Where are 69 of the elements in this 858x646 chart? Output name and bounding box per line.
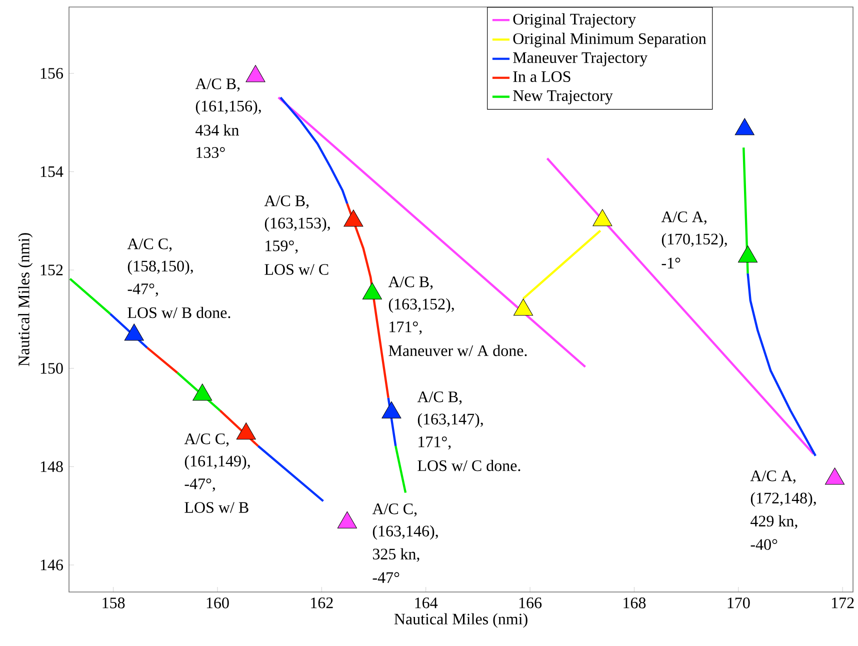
annotation: A/C B, — [388, 276, 433, 290]
annotation: (170,152), — [662, 233, 727, 248]
point — [344, 210, 364, 227]
annotation: -47°, — [184, 478, 215, 492]
legend-label: Original Minimum Separation — [513, 32, 706, 48]
annotation: (163,153), — [264, 217, 330, 232]
annotation: 434 kn — [196, 124, 239, 136]
annotation: 429 kn, — [750, 515, 798, 529]
legend-label: Maneuver Trajectory — [513, 52, 648, 66]
annotation: 171°, — [418, 436, 451, 450]
annotation: A/C A, — [750, 470, 796, 484]
y-tick-label: 156 — [40, 68, 63, 79]
y-tick-label: 146 — [40, 560, 63, 570]
annotation: 133° — [196, 147, 225, 158]
y-tick-label: 154 — [40, 166, 64, 178]
annotation: A/C C, — [127, 238, 172, 252]
annotation: Maneuver w/ A done. — [388, 344, 527, 356]
x-tick-label: 158 — [102, 598, 125, 608]
point — [738, 245, 758, 262]
x-tick-label: 164 — [415, 598, 438, 608]
point — [592, 209, 612, 226]
annotation: A/C B, — [264, 195, 309, 209]
annotation: 159°, — [266, 240, 298, 254]
annotation: A/C B, — [195, 78, 240, 92]
annotation: (161,156), — [196, 100, 261, 115]
annotation: 171°, — [390, 321, 422, 335]
annotation: (172,148), — [750, 492, 816, 507]
annotation: (163,147), — [418, 413, 483, 428]
y-tick-label: 150 — [40, 362, 63, 374]
point — [192, 384, 212, 401]
y-tick-label: 152 — [40, 264, 63, 276]
point — [734, 118, 754, 136]
point — [236, 422, 256, 440]
annotation: LOS w/ B — [184, 502, 248, 513]
annotation: 325 kn, — [372, 548, 420, 562]
annotation: (163,152), — [388, 298, 454, 313]
annotation: A/C C, — [184, 433, 229, 447]
point — [362, 282, 382, 300]
legend-label: In a LOS — [513, 71, 570, 82]
legend-label: Original Trajectory — [513, 13, 636, 28]
x-tick-label: 162 — [311, 598, 333, 608]
x-tick-label: 172 — [832, 598, 854, 608]
annotation: -47° — [372, 572, 400, 583]
annotation: A/C B, — [417, 391, 462, 405]
annotation: -47°, — [128, 283, 158, 297]
annotation: -1° — [662, 258, 680, 268]
annotation: A/C A, — [661, 211, 706, 225]
annotation: LOS w/ C — [264, 264, 328, 275]
legend-label: New Trajectory — [513, 90, 613, 104]
x-tick-label: 160 — [206, 598, 229, 608]
x-tick-label: 170 — [728, 598, 750, 608]
point — [513, 298, 534, 316]
y-tick-label: 148 — [40, 461, 63, 472]
x-axis-title: Nautical Miles (nmi) — [394, 613, 528, 628]
x-tick-label: 168 — [624, 598, 646, 608]
point — [825, 468, 845, 485]
annotation: (158,150), — [128, 260, 193, 275]
annotation: A/C C, — [372, 503, 417, 517]
annotation: LOS w/ B done. — [128, 306, 230, 318]
annotation: -40° — [750, 539, 778, 550]
point — [246, 65, 266, 82]
annotation: (161,149), — [184, 455, 250, 470]
x-tick-label: 166 — [519, 598, 542, 608]
y-axis-title: Nautical Miles (nmi) — [18, 233, 33, 366]
point — [382, 401, 402, 418]
annotation: LOS w/ C done. — [418, 460, 520, 472]
point — [337, 511, 357, 528]
point — [124, 324, 144, 341]
annotation: (163,146), — [372, 525, 438, 540]
